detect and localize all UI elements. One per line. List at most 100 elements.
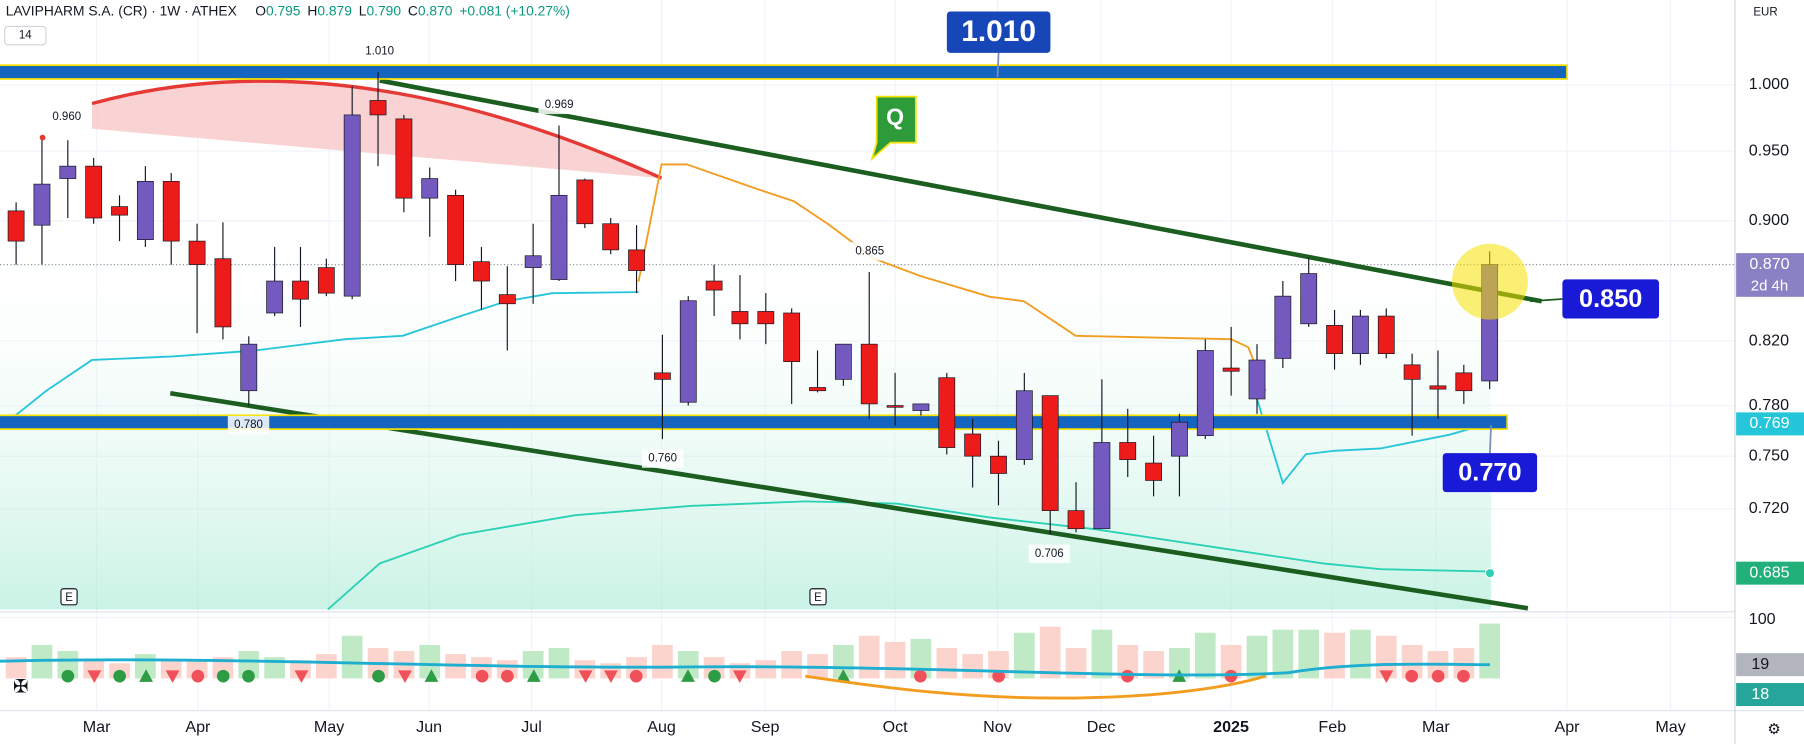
- x-tick-label: 2025: [1213, 718, 1249, 736]
- x-tick-label: Jul: [521, 718, 542, 736]
- candle-body: [59, 165, 77, 179]
- candle-body: [964, 433, 982, 457]
- candle-body: [162, 180, 180, 242]
- candle-body: [1248, 359, 1266, 400]
- indicator-line: [0, 658, 1490, 677]
- candle-body: [705, 280, 723, 291]
- header-key: C: [408, 3, 418, 18]
- annotation-dot: [39, 134, 46, 141]
- signal-marker: [708, 669, 721, 683]
- candle-body: [679, 300, 697, 403]
- volume-bar: [1117, 644, 1139, 679]
- callout-label: Q: [886, 104, 904, 130]
- candle-body: [1455, 372, 1473, 392]
- header-value: 0.870: [418, 3, 453, 18]
- signal-marker: [1457, 669, 1470, 683]
- level-pointer: [996, 52, 1000, 78]
- signal-marker: [992, 669, 1005, 683]
- x-tick-label: Mar: [1422, 718, 1450, 736]
- volume-bar: [677, 651, 699, 679]
- candle-body: [1300, 273, 1318, 325]
- candle-body: [654, 372, 671, 380]
- candle-body: [834, 343, 852, 380]
- header-key: O: [255, 3, 266, 18]
- candle-body: [85, 165, 103, 219]
- x-tick-label: Aug: [647, 718, 676, 736]
- volume-tick-label: 100: [1749, 610, 1776, 628]
- annotation-box: [227, 415, 270, 435]
- signal-marker: [914, 669, 927, 683]
- candle-body: [1041, 395, 1059, 511]
- candle-body: [473, 261, 490, 282]
- annotation-box: [641, 449, 684, 468]
- signal-marker: [1121, 669, 1134, 683]
- signal-marker: [191, 669, 205, 683]
- candle-body: [317, 267, 335, 294]
- x-tick-label: Feb: [1318, 718, 1346, 736]
- indicator-tag-box: [1736, 683, 1804, 707]
- candle-body: [550, 194, 568, 280]
- y-tick-label: 0.780: [1749, 396, 1789, 414]
- ma-tag: 0.685: [1749, 563, 1789, 581]
- signal-marker: [165, 670, 180, 684]
- candle-body: [214, 258, 232, 328]
- indicator-box[interactable]: [4, 25, 47, 46]
- candle-body: [369, 100, 387, 116]
- indicator-length: 14: [19, 30, 32, 42]
- volume-bar: [1013, 632, 1035, 679]
- annotation-label: 0.706: [1035, 548, 1064, 560]
- candle-body: [421, 178, 439, 199]
- candle-body: [602, 223, 620, 251]
- title: LAVIPHARM S.A. (CR) · 1W · ATHEX: [6, 3, 237, 18]
- event-box: [809, 588, 827, 606]
- candle-body: [33, 183, 51, 226]
- x-tick-label: Sep: [751, 718, 780, 736]
- volume-bar: [548, 647, 570, 679]
- signal-marker: [681, 669, 695, 682]
- header: LAVIPHARM S.A. (CR) · 1W · ATHEX O0.795 H0…: [6, 3, 570, 18]
- volume-bar: [1298, 629, 1320, 679]
- annotation-label: 1.010: [365, 45, 394, 57]
- volume-bar: [1479, 623, 1501, 679]
- signal-marker: [1405, 669, 1419, 683]
- signal-marker: [87, 670, 102, 684]
- ma-line-long: [327, 500, 1490, 611]
- currency: EUR: [1753, 7, 1777, 19]
- y-tick-label: 1.000: [1749, 75, 1789, 93]
- signal-marker: [294, 670, 309, 684]
- candle-body: [1377, 315, 1395, 355]
- volume-bar: [238, 651, 260, 679]
- settings-icon[interactable]: ⚙: [1767, 721, 1780, 738]
- y-tick-label: 0.820: [1749, 331, 1789, 349]
- candle-body: [1015, 390, 1033, 460]
- candle-body: [343, 114, 361, 297]
- volume-bar: [1143, 651, 1164, 679]
- signal-marker: [578, 670, 593, 684]
- candle-body: [886, 405, 904, 408]
- annotation-label: 0.865: [855, 245, 884, 257]
- signal-marker: [1224, 669, 1238, 683]
- y-tick-label: 0.750: [1749, 446, 1789, 464]
- event-box: [60, 588, 78, 606]
- last-price-tag: 0.870: [1749, 255, 1789, 273]
- annotation-box: [358, 42, 401, 61]
- candle-body: [1067, 510, 1085, 530]
- candle-body: [266, 280, 284, 314]
- signal-marker: [501, 669, 514, 683]
- trend-line: [379, 78, 1543, 304]
- signal-marker: [216, 669, 230, 683]
- volume-bar: [57, 651, 79, 679]
- level-box: [1562, 279, 1660, 319]
- volume-bar: [1220, 644, 1242, 679]
- candle-body: [757, 311, 775, 325]
- x-tick-label: May: [314, 718, 345, 736]
- band-line: [0, 291, 639, 429]
- header-value: 0.795: [266, 3, 301, 18]
- header-key: L: [359, 3, 367, 18]
- x-tick-label: Jun: [416, 718, 442, 736]
- event-label: E: [814, 592, 822, 604]
- volume-bar: [858, 635, 880, 679]
- volume-bar: [652, 644, 673, 679]
- candle-body: [498, 294, 516, 305]
- annotation-label: 0.780: [234, 419, 263, 431]
